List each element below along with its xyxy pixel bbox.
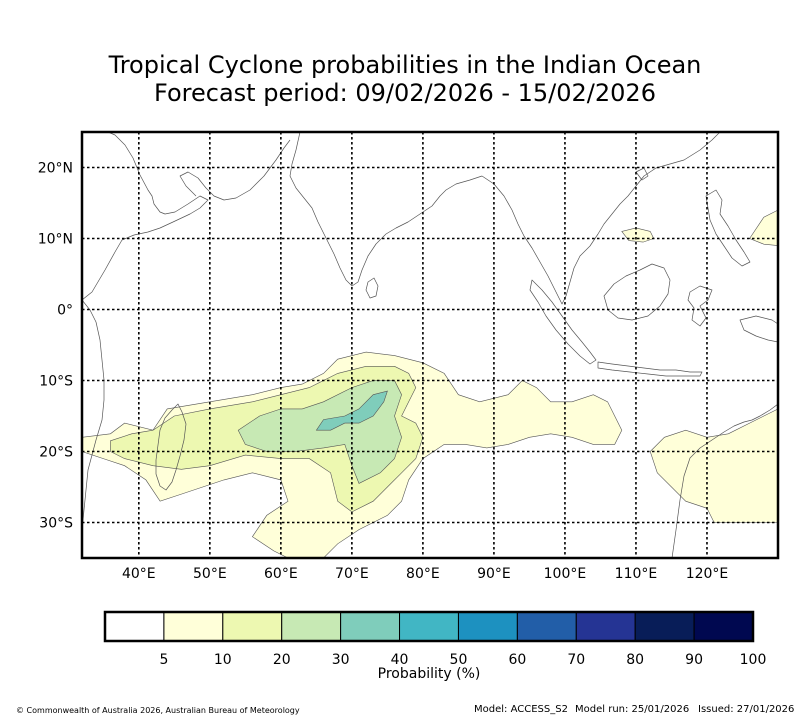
lon-label-100: 100°E [544,566,587,582]
coastline-east-africa [82,299,105,531]
lon-label-90: 90°E [477,566,511,582]
coastline-persian-gulf [179,139,291,201]
colorbar-cell-4 [340,611,401,642]
colorbar-tick-100: 100 [740,652,767,668]
colorbar-cell-6 [457,611,518,642]
coastline-india [289,132,483,287]
probability-region-30-40-6 [315,390,388,431]
colorbar-cell-2 [222,611,283,642]
colorbar-cell-0 [104,611,165,642]
colorbar-tick-60: 60 [508,652,526,668]
coastline-australia [671,403,778,558]
colorbar-tick-40: 40 [391,652,409,668]
lat-label-0: 0° [57,303,73,319]
colorbar-cell-9 [634,611,695,642]
coastline-new-guinea [739,315,778,343]
coastline-madagascar [155,403,187,491]
chart-title-line2: Forecast period: 09/02/2026 - 15/02/2026 [154,79,656,107]
colorbar-tick-50: 50 [450,652,468,668]
lon-label-40: 40°E [122,566,156,582]
latitude-labels: 20°N 10°N 0° 10°S 20°S 30°S [38,161,73,532]
probability-region-5-10-1 [649,408,778,523]
lat-label-10: 10°N [38,232,73,248]
probability-regions [82,209,778,558]
lon-label-70: 70°E [335,566,369,582]
lat-label--30: 30°S [39,516,73,532]
colorbar-tick-80: 80 [626,652,644,668]
coastline-borneo [603,263,671,321]
colorbar-cell-1 [163,611,224,642]
probability-region-20-30-5 [237,380,402,484]
lat-label--10: 10°S [39,374,73,390]
model-name: Model: ACCESS_S2 [474,704,568,715]
coastline-southeast-asia [481,132,721,305]
colorbar-frame [103,610,755,643]
coastline-arabia [82,132,209,301]
map-frame [80,130,780,560]
probability-region-5-10-3 [749,209,778,246]
lon-label-120: 120°E [686,566,729,582]
colorbar-cell-5 [399,611,459,642]
coastline-sri-lanka [365,277,379,299]
copyright-notice: © Commonwealth of Australia 2026, Austra… [16,706,300,715]
coastlines [82,132,778,558]
colorbar-cell-3 [281,611,342,642]
colorbar-tick-5: 5 [159,652,168,668]
coastline-hainan [635,167,649,181]
lat-label--20: 20°S [39,445,73,461]
coastline-sulawesi [687,285,713,327]
coastline-philippines [705,189,751,267]
model-run-date: Model run: 25/01/2026 [575,704,690,715]
colorbar-tick-30: 30 [332,652,350,668]
colorbar-cell-8 [575,611,636,642]
graticule [82,132,778,558]
lon-label-80: 80°E [406,566,440,582]
colorbar-cell-10 [693,611,754,642]
colorbar-tick-10: 10 [214,652,232,668]
colorbar-tick-90: 90 [685,652,703,668]
colorbar-tick-20: 20 [273,652,291,668]
lon-label-50: 50°E [193,566,227,582]
lat-label-20: 20°N [38,161,73,177]
colorbar-cell-7 [516,611,577,642]
lon-label-110: 110°E [615,566,658,582]
lon-label-60: 60°E [264,566,298,582]
colorbar-label: Probability (%) [378,666,481,682]
longitude-labels: 40°E 50°E 60°E 70°E 80°E 90°E 100°E 110°E 120°E [122,566,728,582]
chart-title-line1: Tropical Cyclone probabilities in the In… [108,51,702,79]
issued-date: Issued: 27/01/2026 [698,704,795,715]
colorbar-tick-70: 70 [567,652,585,668]
